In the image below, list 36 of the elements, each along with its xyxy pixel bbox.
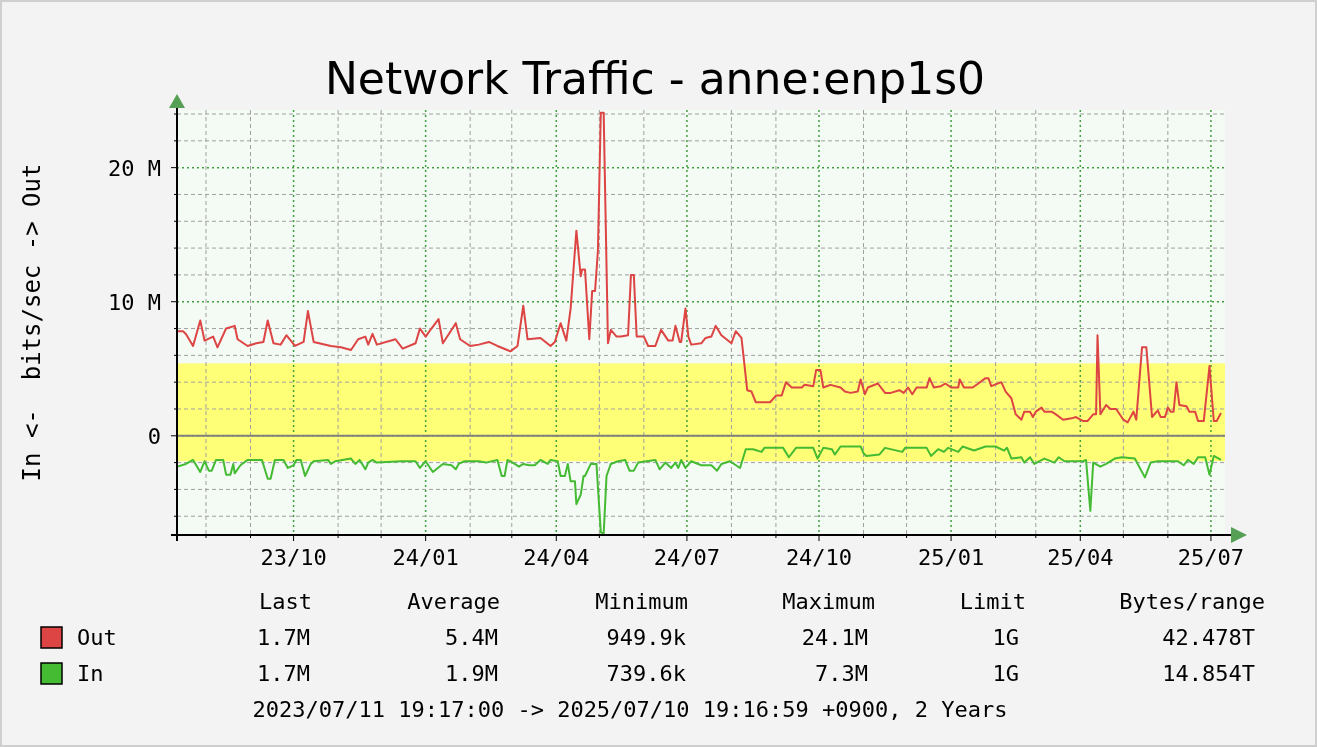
text: 1G [992,625,1019,650]
line-series [176,111,1222,424]
x-tick-label: 23/10 [260,545,327,570]
text: 1.7M [257,625,310,650]
x-tick-label: 24/04 [523,545,590,570]
text: Maximum [782,589,875,614]
text: 1.7M [257,661,310,686]
chart-title: Network Traffic - anne:enp1s0 [324,53,986,104]
text: 1G [992,661,1019,686]
x-tick-label: 24/01 [392,545,459,570]
text: Minimum [595,589,688,614]
text: 5.4M [445,625,498,650]
text: 949.9k [606,625,686,650]
text: Average [407,589,500,614]
line-series [176,445,1222,535]
text: Limit [959,589,1026,614]
text: 2023/07/11 19:17:00 -> 2025/07/10 19:16:59 +0900, 2 Years [252,697,1008,722]
text: 1.9M [445,661,498,686]
x-tick-label: 24/10 [785,545,853,570]
text: 739.6k [606,661,686,686]
text: 24.1M [801,625,868,650]
text: 7.3M [815,661,868,686]
legend-label: In [77,661,104,686]
text: Bytes/range [1119,589,1265,614]
y-tick-label: 10 M [108,289,161,315]
legend-label: Out [77,625,117,650]
text: 14.854T [1162,661,1255,686]
text: 42.478T [1162,625,1255,650]
text: Last [259,589,312,614]
x-tick-label: 25/01 [917,545,985,570]
y-tick-label: 0 [147,423,161,449]
y-tick-label: 20 M [108,155,161,181]
x-tick-label: 24/07 [653,545,721,570]
x-tick-label: 25/07 [1177,545,1245,570]
x-tick-label: 25/04 [1047,545,1114,570]
y-axis-title: In <- bits/sec -> Out [18,163,46,482]
